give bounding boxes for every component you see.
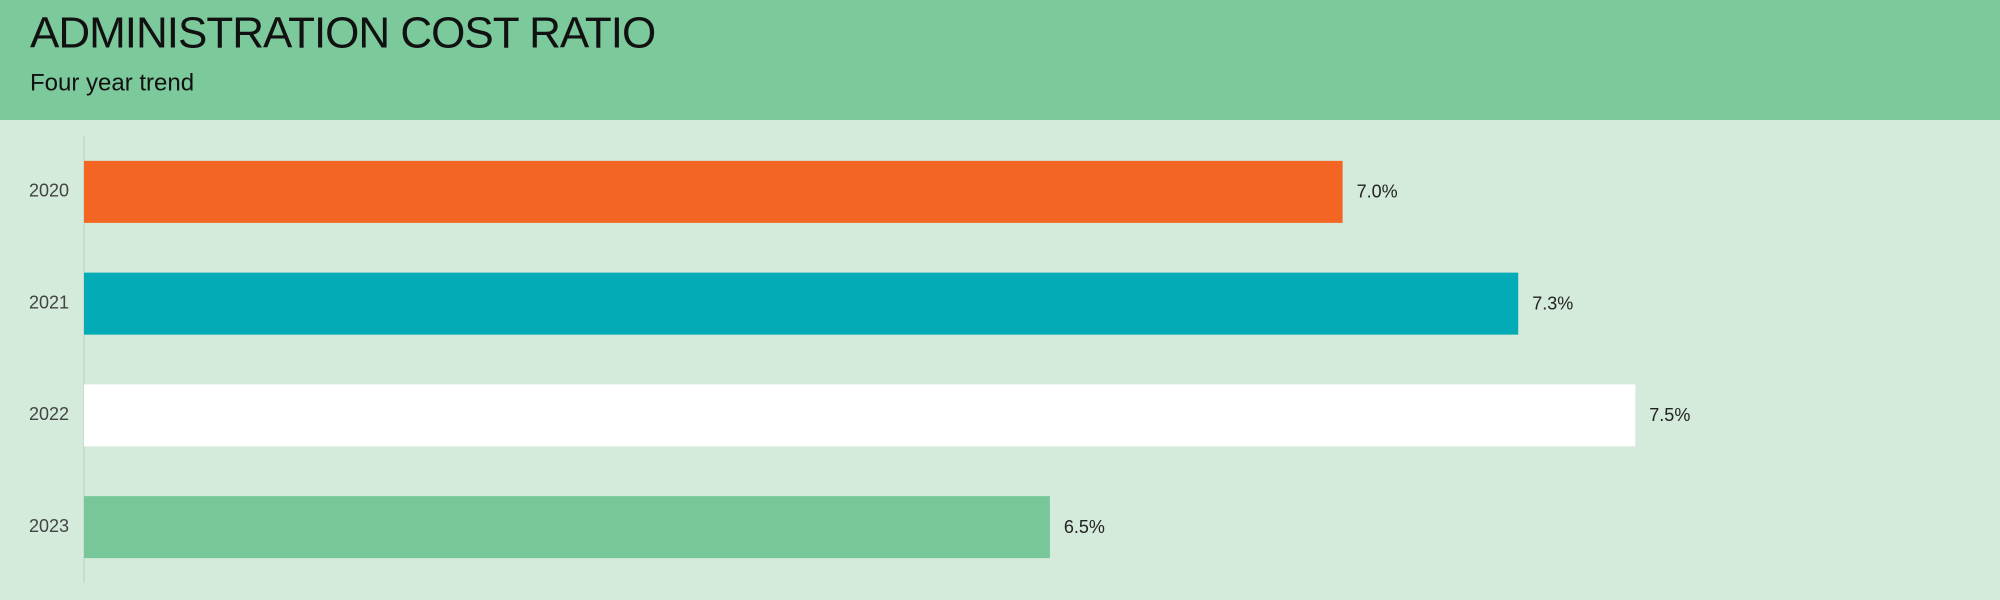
value-label: 7.5%	[1649, 405, 1690, 425]
chart-subtitle: Four year trend	[30, 69, 194, 96]
header-band	[0, 0, 2000, 120]
y-tick-label: 2023	[29, 516, 69, 536]
value-label: 6.5%	[1064, 517, 1105, 537]
bar	[84, 272, 1519, 335]
value-label: 7.3%	[1532, 293, 1573, 313]
bar	[84, 496, 1050, 559]
y-tick-label: 2020	[29, 181, 69, 201]
value-label: 7.0%	[1357, 182, 1398, 202]
bar	[84, 384, 1636, 447]
y-tick-label: 2021	[29, 292, 69, 312]
bar	[84, 160, 1343, 223]
y-tick-label: 2022	[29, 404, 69, 424]
chart-title: ADMINISTRATION COST RATIO	[30, 9, 655, 58]
